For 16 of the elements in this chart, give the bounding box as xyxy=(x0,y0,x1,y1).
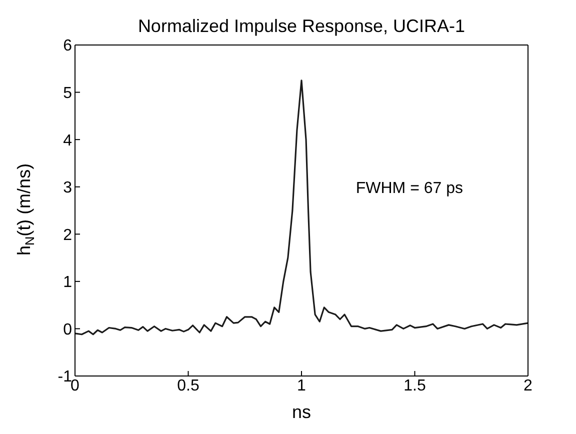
y-tick-label: 2 xyxy=(63,226,72,244)
y-tick-label: 4 xyxy=(63,132,72,150)
y-tick-label: 6 xyxy=(63,38,72,55)
y-tick-label: 1 xyxy=(63,274,72,292)
x-tick-label: 1 xyxy=(297,377,306,394)
x-tick-label: 1.5 xyxy=(404,377,426,394)
x-tick-label: 2 xyxy=(524,377,533,394)
x-axis-title: ns xyxy=(292,402,312,422)
x-tick-label: 0.5 xyxy=(177,377,200,394)
y-tick-label: 3 xyxy=(63,180,72,197)
y-tick-label: 5 xyxy=(63,84,72,102)
line-series xyxy=(75,80,528,336)
chart-title: Normalized Impulse Response, UCIRA-1 xyxy=(138,16,466,36)
y-tick-label: -1 xyxy=(58,368,72,386)
y-tick-label: 0 xyxy=(63,321,72,338)
annotation: FWHM = 67 ps xyxy=(356,180,463,197)
